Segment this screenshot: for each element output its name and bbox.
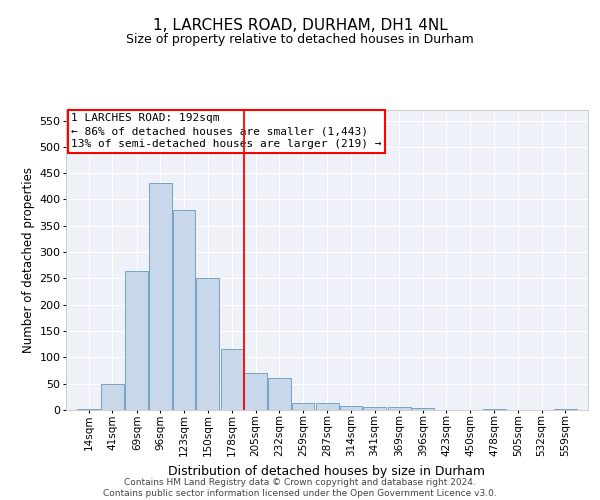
Bar (388, 407, 410, 410)
Y-axis label: Number of detached properties: Number of detached properties (22, 167, 35, 353)
Bar (340, 406, 362, 410)
Bar (363, 407, 386, 410)
Text: Size of property relative to detached houses in Durham: Size of property relative to detached ho… (126, 32, 474, 46)
Bar (196, 278, 219, 410)
Bar (268, 378, 291, 410)
Bar (173, 210, 196, 410)
Bar (412, 408, 434, 410)
Bar (221, 350, 244, 410)
Bar (149, 182, 172, 410)
Bar (125, 270, 148, 410)
Text: Contains HM Land Registry data © Crown copyright and database right 2024.
Contai: Contains HM Land Registry data © Crown c… (103, 478, 497, 498)
Bar (101, 384, 124, 410)
Bar (244, 373, 267, 410)
Text: 1 LARCHES ROAD: 192sqm
← 86% of detached houses are smaller (1,443)
13% of semi-: 1 LARCHES ROAD: 192sqm ← 86% of detached… (71, 113, 382, 150)
X-axis label: Distribution of detached houses by size in Durham: Distribution of detached houses by size … (169, 464, 485, 477)
Bar (77, 409, 100, 410)
Bar (316, 403, 339, 410)
Bar (292, 403, 314, 410)
Text: 1, LARCHES ROAD, DURHAM, DH1 4NL: 1, LARCHES ROAD, DURHAM, DH1 4NL (152, 18, 448, 32)
